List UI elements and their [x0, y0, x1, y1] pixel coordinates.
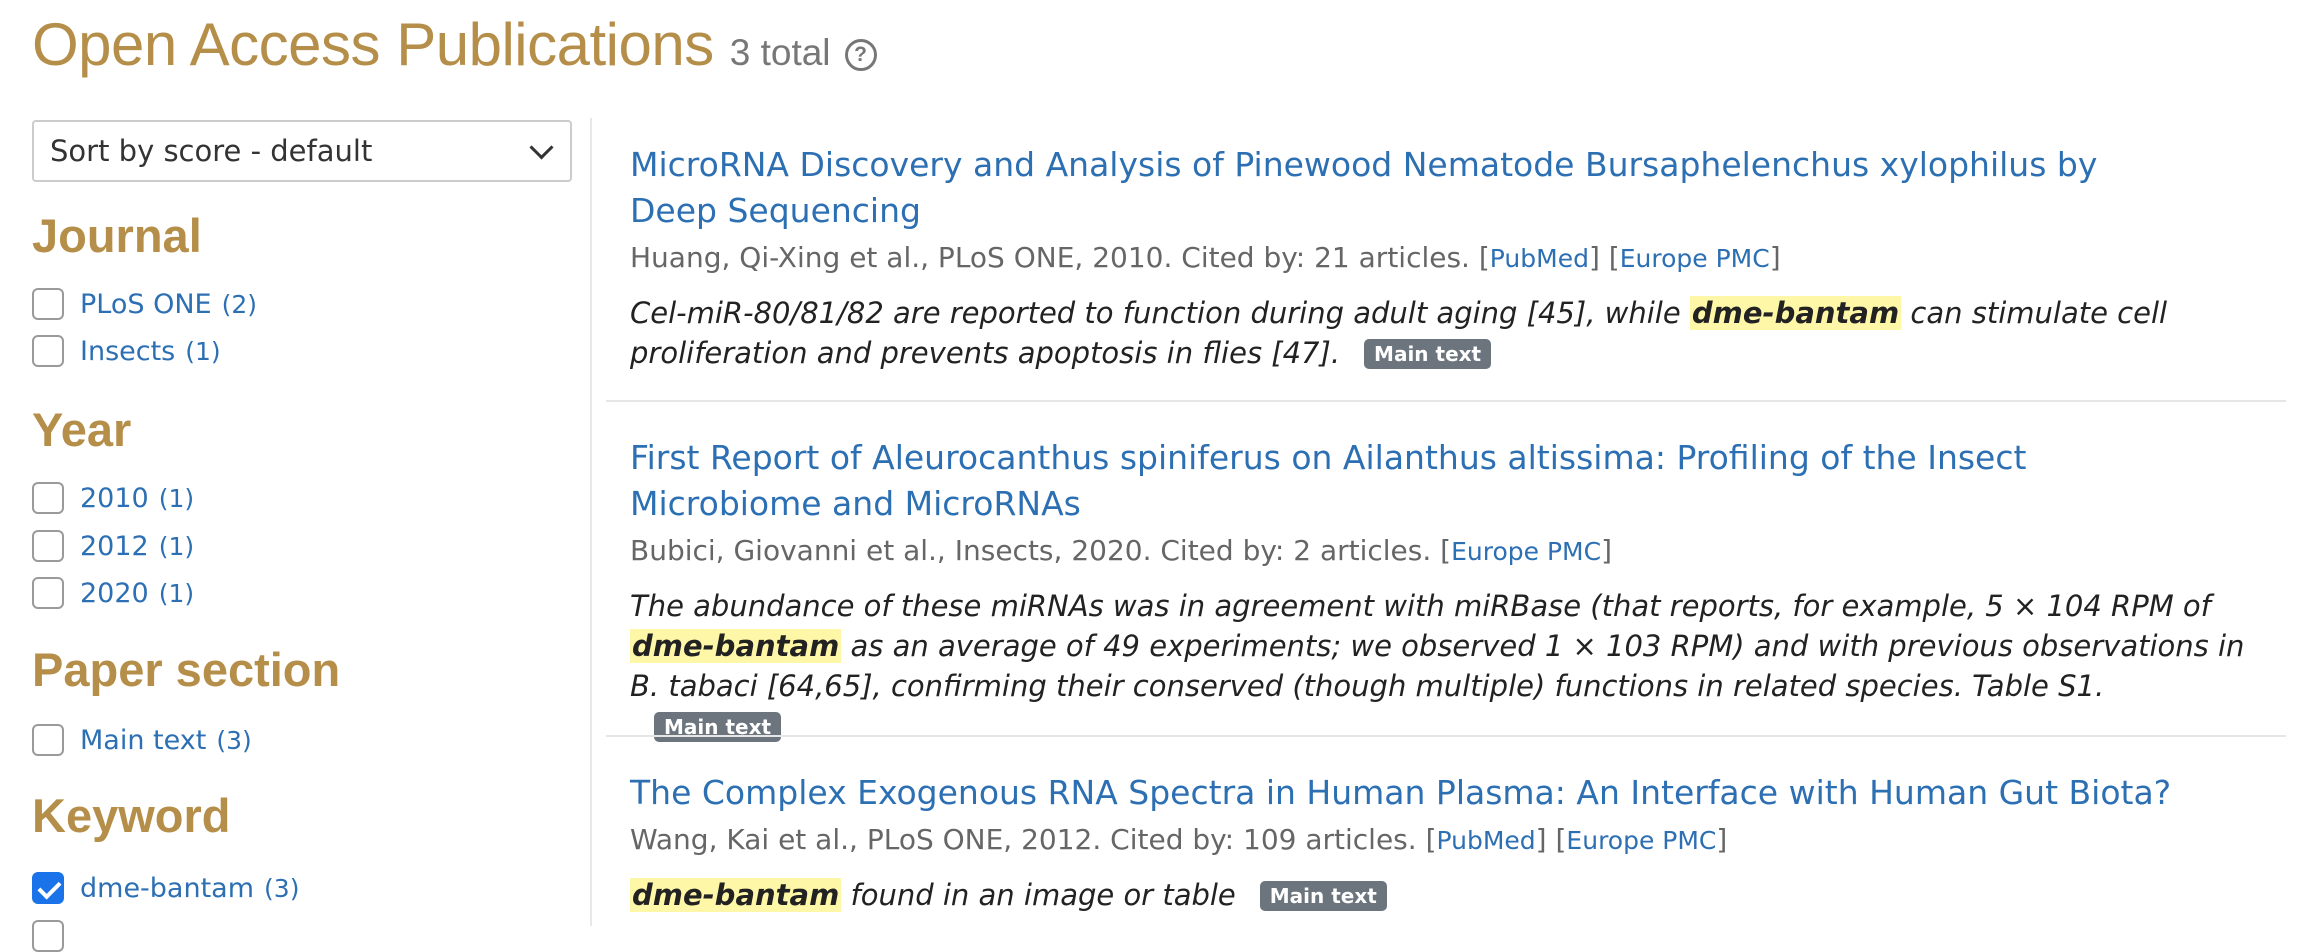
section-badge: Main text	[654, 712, 782, 742]
result-meta: Huang, Qi-Xing et al., PLoS ONE, 2010. C…	[630, 241, 1781, 274]
keyword-highlight: dme-bantam	[630, 878, 842, 912]
snippet-text: found in an image or table	[841, 878, 1236, 912]
snippet-text: can stimulate cell proliferation and pre…	[630, 296, 2168, 370]
snippet-text: as an average of 49 experiments; we obse…	[630, 629, 2245, 703]
section-badge: Main text	[1364, 339, 1492, 369]
sidebar-divider	[590, 118, 592, 926]
facet-item-2010[interactable]: 2010 (1)	[32, 482, 194, 514]
result-snippet: The abundance of these miRNAs was in agr…	[606, 586, 2250, 746]
result-divider	[606, 735, 2286, 737]
checkbox[interactable]	[32, 482, 64, 514]
checkbox[interactable]	[32, 530, 64, 562]
page-header: Open Access Publications 3 total ?	[32, 10, 877, 90]
facet-label[interactable]: Main text	[80, 724, 207, 756]
checkbox-checked[interactable]	[32, 872, 64, 904]
europe-pmc-link[interactable]: Europe PMC	[1451, 537, 1602, 566]
facet-label[interactable]: 2010	[80, 482, 149, 514]
europe-pmc-link[interactable]: Europe PMC	[1566, 826, 1717, 855]
facet-count: (1)	[158, 531, 195, 561]
result-item: The Complex Exogenous RNA Spectra in Hum…	[606, 770, 2286, 915]
facet-label[interactable]: Insects	[80, 335, 176, 367]
result-item: First Report of Aleurocanthus spiniferus…	[606, 435, 2286, 746]
total-count: 3 total	[729, 32, 831, 73]
result-meta: Bubici, Giovanni et al., Insects, 2020. …	[630, 534, 1612, 567]
pubmed-link[interactable]: PubMed	[1436, 826, 1536, 855]
facet-count: (1)	[158, 578, 195, 608]
result-title-link[interactable]: MicroRNA Discovery and Analysis of Pinew…	[630, 145, 2098, 230]
facet-title-year: Year	[32, 403, 132, 456]
facet-item-2020[interactable]: 2020 (1)	[32, 577, 194, 609]
facet-title-paper-section: Paper section	[32, 643, 341, 696]
facet-item-insects[interactable]: Insects (1)	[32, 335, 221, 367]
facet-count: (3)	[216, 725, 252, 755]
facet-item-main-text[interactable]: Main text (3)	[32, 724, 252, 756]
europe-pmc-link[interactable]: Europe PMC	[1619, 244, 1770, 273]
checkbox[interactable]	[32, 335, 64, 367]
checkbox[interactable]	[32, 288, 64, 320]
keyword-highlight: dme-bantam	[630, 629, 842, 663]
result-snippet: Cel-miR-80/81/82 are reported to functio…	[606, 293, 2250, 373]
result-meta: Wang, Kai et al., PLoS ONE, 2012. Cited …	[630, 823, 1728, 856]
facet-item-partial[interactable]	[32, 920, 80, 952]
facet-label[interactable]: PLoS ONE	[80, 288, 212, 320]
pubmed-link[interactable]: PubMed	[1489, 244, 1589, 273]
facet-count: (2)	[221, 289, 258, 319]
chevron-down-icon	[529, 134, 554, 160]
help-icon[interactable]: ?	[844, 39, 877, 71]
page-title: Open Access Publications	[32, 11, 714, 78]
result-snippet: dme-bantam found in an image or table Mai…	[606, 875, 2250, 915]
result-item: MicroRNA Discovery and Analysis of Pinew…	[606, 142, 2286, 373]
checkbox[interactable]	[32, 920, 64, 952]
checkbox[interactable]	[32, 724, 64, 756]
result-citation: Wang, Kai et al., PLoS ONE, 2012. Cited …	[630, 823, 1417, 856]
result-title-link[interactable]: The Complex Exogenous RNA Spectra in Hum…	[630, 773, 2172, 812]
facet-count: (1)	[158, 483, 195, 513]
keyword-highlight: dme-bantam	[1689, 296, 1902, 330]
result-citation: Bubici, Giovanni et al., Insects, 2020. …	[630, 534, 1432, 567]
facet-title-journal: Journal	[32, 209, 202, 262]
snippet-text: The abundance of these miRNAs was in agr…	[630, 589, 2211, 623]
facet-title-keyword: Keyword	[32, 789, 231, 842]
facet-label[interactable]: dme-bantam	[80, 872, 255, 904]
result-title-link[interactable]: First Report of Aleurocanthus spiniferus…	[630, 438, 2027, 523]
sort-select[interactable]: Sort by score - default	[32, 120, 572, 182]
result-divider	[606, 400, 2286, 402]
facet-count: (1)	[185, 336, 221, 366]
facet-item-2012[interactable]: 2012 (1)	[32, 530, 194, 562]
facet-label[interactable]: 2020	[80, 577, 149, 609]
checkbox[interactable]	[32, 577, 64, 609]
filter-sidebar: Sort by score - default Journal PLoS ONE…	[32, 120, 572, 952]
facet-item-dme-bantam[interactable]: dme-bantam (3)	[32, 872, 299, 904]
section-badge: Main text	[1259, 881, 1387, 911]
facet-item-plos-one[interactable]: PLoS ONE (2)	[32, 288, 257, 320]
result-citation: Huang, Qi-Xing et al., PLoS ONE, 2010. C…	[630, 241, 1470, 274]
facet-count: (3)	[264, 873, 300, 903]
snippet-text: Cel-miR-80/81/82 are reported to functio…	[630, 296, 1690, 330]
sort-select-value: Sort by score - default	[50, 134, 373, 168]
facet-label[interactable]: 2012	[80, 530, 149, 562]
